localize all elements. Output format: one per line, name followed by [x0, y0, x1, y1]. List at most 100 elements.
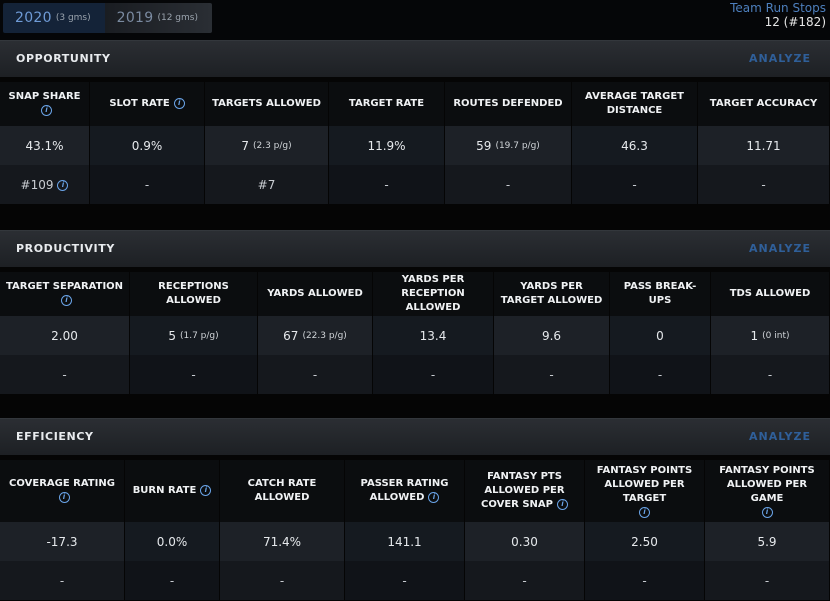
stat-value: 11.9% — [329, 126, 445, 165]
col-header: TDS ALLOWED — [711, 272, 830, 316]
per-game: (19.7 p/g) — [495, 140, 540, 151]
values-row: 43.1% 0.9% 7 (2.3 p/g) 11.9% 59 (19.7 p/g)… — [0, 126, 830, 165]
info-icon[interactable]: i — [57, 179, 69, 191]
stat-value: -17.3 — [0, 522, 125, 561]
col-header: TARGETS ALLOWED — [205, 82, 329, 126]
section-title: PRODUCTIVITY — [16, 242, 115, 255]
col-header: AVERAGE TARGET DISTANCE — [572, 82, 698, 126]
info-icon[interactable]: i — [200, 484, 212, 496]
values-row: 2.00 5 (1.7 p/g) 67 (22.3 p/g) 13.4 9.6 0 … — [0, 316, 830, 355]
stat-rank: - — [258, 355, 373, 394]
per-game: (22.3 p/g) — [302, 330, 347, 341]
col-header: YARDS ALLOWED — [258, 272, 373, 316]
stat-value: 71.4% — [220, 522, 345, 561]
rank-row: - - - - - - - — [0, 561, 830, 600]
stat-value: 13.4 — [373, 316, 494, 355]
stat-value: 9.6 — [494, 316, 610, 355]
season-tab-2019[interactable]: 2019 (12 gms) — [104, 3, 212, 33]
info-icon[interactable]: i — [556, 498, 568, 510]
info-icon[interactable]: i — [761, 507, 773, 518]
stat-value: 11.71 — [698, 126, 830, 165]
col-header: SLOT RATE i — [90, 82, 205, 126]
opportunity-section: OPPORTUNITY ANALYZE SNAP SHAREi SLOT RAT… — [0, 40, 830, 204]
stat-rank: #109 i — [0, 165, 90, 204]
stat-value: 0.0% — [125, 522, 220, 561]
info-icon[interactable]: i — [639, 507, 650, 518]
header-row: TARGET SEPARATIONi RECEPTIONS ALLOWED YA… — [0, 272, 830, 316]
per-game: (1.7 p/g) — [179, 330, 219, 341]
stat-rank: - — [125, 561, 220, 600]
col-header: FANTASY PTS ALLOWED PER COVER SNAP i — [465, 460, 585, 522]
stat-rank: - — [494, 355, 610, 394]
info-icon[interactable]: i — [41, 104, 52, 116]
season-year: 2020 — [15, 10, 52, 26]
season-games: (12 gms) — [157, 13, 198, 23]
stat-value: 0.30 — [465, 522, 585, 561]
stat-value: 5 (1.7 p/g) — [130, 316, 258, 355]
stat-value: 0.9% — [90, 126, 205, 165]
section-header: OPPORTUNITY ANALYZE — [0, 40, 830, 77]
col-header: FANTASY POINTS ALLOWED PER TARGET i — [585, 460, 705, 522]
col-header: PASS BREAK-UPS — [610, 272, 711, 316]
info-icon[interactable]: i — [61, 294, 72, 306]
stat-rank: - — [445, 165, 572, 204]
col-header: CATCH RATE ALLOWED — [220, 460, 345, 522]
rank-row: #109 i - #7 - - - - — [0, 165, 830, 204]
stat-rank: - — [705, 561, 830, 600]
col-header: TARGET SEPARATIONi — [0, 272, 130, 316]
stat-rank: - — [90, 165, 205, 204]
info-icon[interactable]: i — [58, 491, 70, 503]
analyze-button[interactable]: ANALYZE — [749, 430, 811, 443]
col-header: YARDS PER TARGET ALLOWED — [494, 272, 610, 316]
col-header: COVERAGE RATINGi — [0, 460, 125, 522]
stat-rank: - — [329, 165, 445, 204]
stat-value: 1 (0 int) — [711, 316, 830, 355]
section-header: EFFICIENCY ANALYZE — [0, 418, 830, 455]
stat-rank: - — [711, 355, 830, 394]
stat-value: 2.00 — [0, 316, 130, 355]
stat-value: 43.1% — [0, 126, 90, 165]
efficiency-section: EFFICIENCY ANALYZE COVERAGE RATINGi BURN… — [0, 418, 830, 600]
info-icon[interactable]: i — [173, 97, 185, 109]
team-run-stops-label[interactable]: Team Run Stops — [730, 1, 826, 15]
stat-rank: - — [0, 561, 125, 600]
season-games: (3 gms) — [55, 13, 91, 23]
season-year: 2019 — [116, 10, 154, 26]
section-title: OPPORTUNITY — [16, 52, 111, 65]
stat-rank: - — [585, 561, 705, 600]
info-icon[interactable]: i — [428, 491, 440, 503]
stat-rank: - — [345, 561, 465, 600]
col-header: TARGET RATE — [329, 82, 445, 126]
col-header: FANTASY POINTS ALLOWED PER GAME i — [705, 460, 830, 522]
per-game: (2.3 p/g) — [252, 140, 292, 151]
col-header: TARGET ACCURACY — [698, 82, 830, 126]
analyze-button[interactable]: ANALYZE — [749, 242, 811, 255]
col-header: SNAP SHAREi — [0, 82, 90, 126]
team-run-stops-value: 12 (#182) — [764, 15, 826, 29]
stat-rank: - — [572, 165, 698, 204]
stat-value: 59 (19.7 p/g) — [445, 126, 572, 165]
col-header: ROUTES DEFENDED — [445, 82, 572, 126]
values-row: -17.3 0.0% 71.4% 141.1 0.30 2.50 5.9 — [0, 522, 830, 561]
stat-value: 2.50 — [585, 522, 705, 561]
col-header: RECEPTIONS ALLOWED — [130, 272, 258, 316]
rank-row: - - - - - - - — [0, 355, 830, 394]
col-header: YARDS PER RECEPTION ALLOWED — [373, 272, 494, 316]
productivity-section: PRODUCTIVITY ANALYZE TARGET SEPARATIONi … — [0, 230, 830, 394]
stat-rank: - — [610, 355, 711, 394]
col-header: BURN RATE i — [125, 460, 220, 522]
team-run-stops: Team Run Stops 12 (#182) — [730, 1, 826, 29]
season-tab-2020[interactable]: 2020 (3 gms) — [3, 3, 105, 33]
analyze-button[interactable]: ANALYZE — [749, 52, 811, 65]
stat-rank: - — [0, 355, 130, 394]
stat-value: 67 (22.3 p/g) — [258, 316, 373, 355]
stat-rank: #7 — [205, 165, 329, 204]
stat-value: 5.9 — [705, 522, 830, 561]
stat-value: 46.3 — [572, 126, 698, 165]
section-title: EFFICIENCY — [16, 430, 94, 443]
section-header: PRODUCTIVITY ANALYZE — [0, 230, 830, 267]
col-header: PASSER RATING ALLOWED i — [345, 460, 465, 522]
top-bar: 2020 (3 gms) 2019 (12 gms) Team Run Stop… — [0, 0, 830, 40]
stat-rank: - — [130, 355, 258, 394]
season-tabs: 2020 (3 gms) 2019 (12 gms) — [3, 3, 212, 33]
